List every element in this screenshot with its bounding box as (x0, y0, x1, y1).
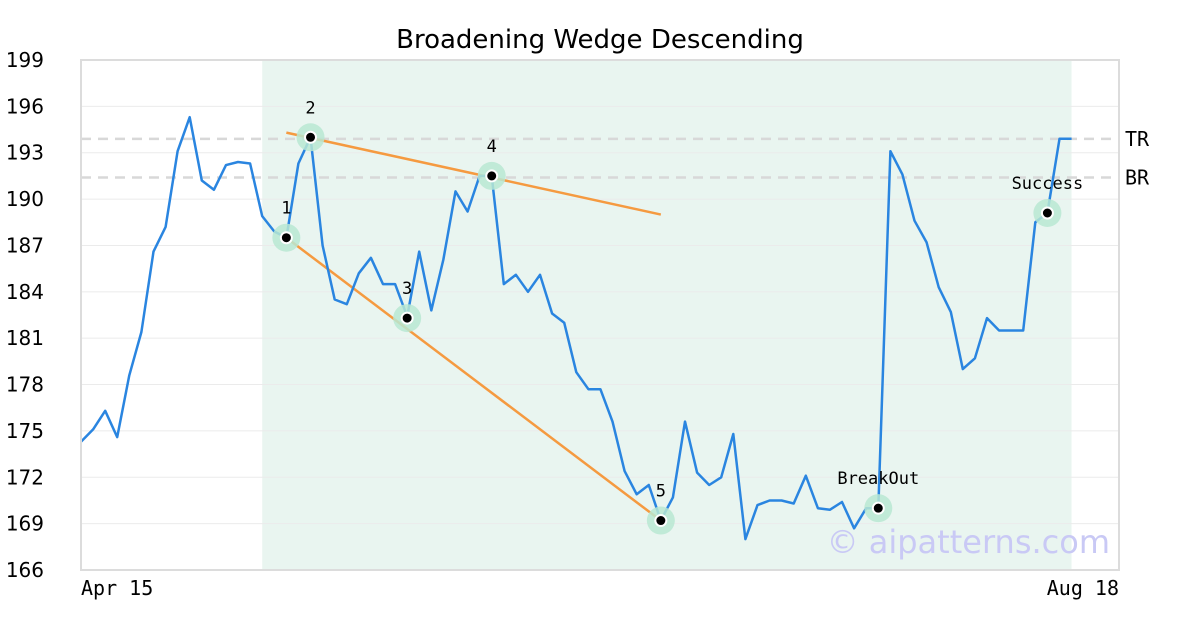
y-tick-label: 199 (6, 48, 44, 72)
y-tick-label: 190 (6, 187, 44, 211)
wedge-trendline (285, 236, 662, 522)
y-tick-label: 175 (6, 419, 44, 443)
wedge-lines-layer (285, 131, 662, 522)
y-tick-label: 178 (6, 373, 44, 397)
price-series-layer (80, 115, 1072, 541)
price-series-line (80, 115, 1072, 541)
y-tick-label: 169 (6, 512, 44, 536)
y-tick-label: 181 (6, 326, 44, 350)
pattern-point-label: 3 (402, 279, 412, 299)
y-tick-label: 172 (6, 465, 44, 489)
plot-frame (80, 59, 1120, 571)
pattern-point-label: Success (1012, 174, 1084, 194)
pattern-point-marker (304, 130, 318, 144)
y-tick-label: 196 (6, 94, 44, 118)
reference-line-label: BR (1125, 165, 1150, 189)
chart-title: Broadening Wedge Descending (396, 25, 804, 55)
pattern-point-marker (871, 501, 885, 515)
pattern-point-label: 2 (305, 98, 315, 118)
shaded-pattern-region (262, 60, 1072, 570)
axis-ticks-layer: 166 169 172 175 178 181 184 187 190 193 196 199 Apr … (6, 48, 1119, 600)
y-tick-label: 166 (6, 558, 44, 582)
pattern-point-label: 4 (487, 137, 497, 157)
pattern-points-layer: 1 2 3 4 5 BreakOut Success (272, 98, 1084, 535)
pattern-point-marker (279, 231, 293, 245)
wedge-trendline (286, 131, 662, 216)
pattern-point-label: 1 (281, 199, 291, 219)
x-tick-label: Apr 15 (81, 576, 153, 600)
watermark: © aipatterns.com (827, 523, 1110, 561)
x-tick-label: Aug 18 (1047, 576, 1119, 600)
reference-line-label: TR (1125, 127, 1150, 151)
pattern-point-marker (400, 311, 414, 325)
y-tick-label: 184 (6, 280, 44, 304)
pattern-point-label: 5 (656, 482, 666, 502)
y-tick-label: 187 (6, 233, 44, 257)
pattern-point-marker (654, 514, 668, 528)
y-tick-label: 193 (6, 141, 44, 165)
pattern-point-label: BreakOut (837, 469, 919, 489)
pattern-point-marker (485, 169, 499, 183)
shaded-region-layer (262, 60, 1072, 570)
pattern-point-marker (1040, 206, 1054, 220)
